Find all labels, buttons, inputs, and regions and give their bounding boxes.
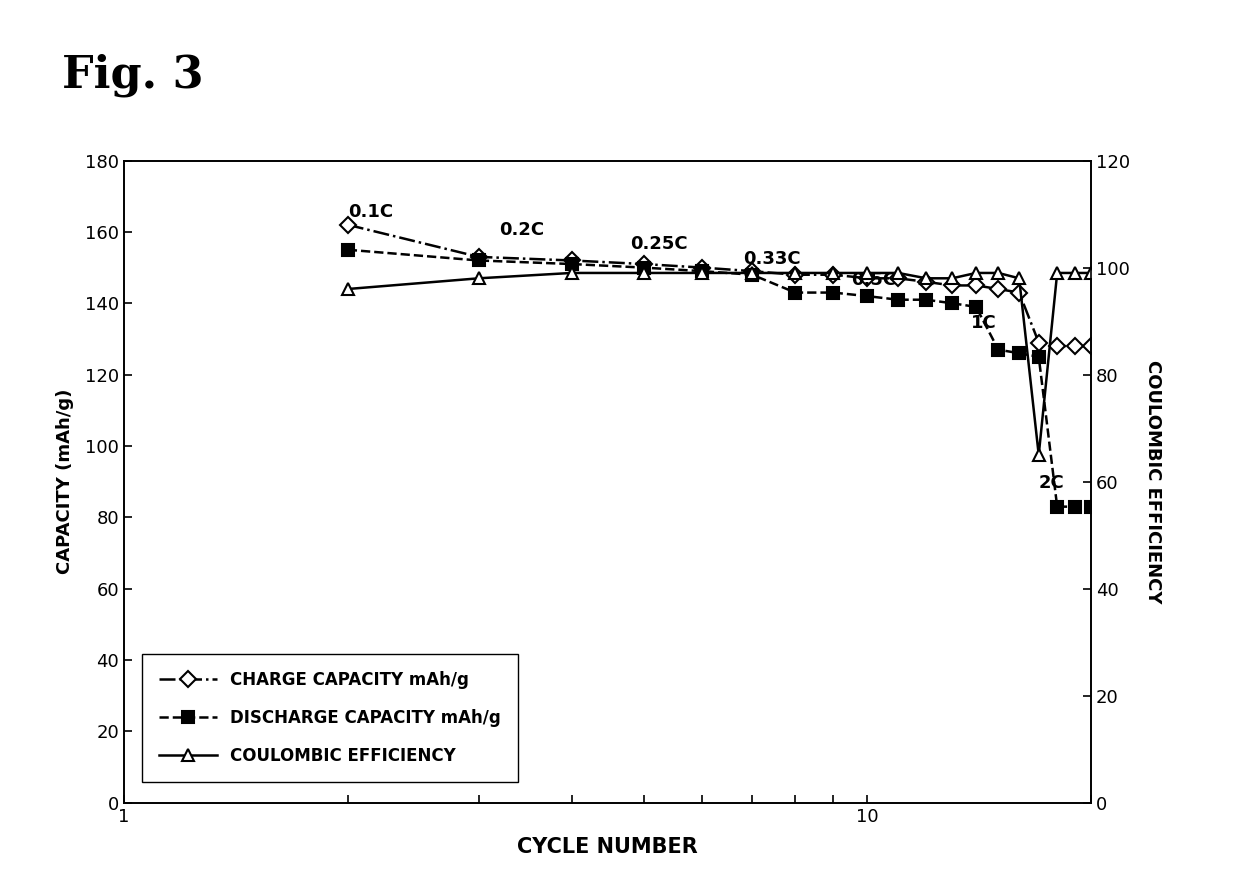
DISCHARGE CAPACITY mAh/g: [636, 262, 651, 273]
DISCHARGE CAPACITY mAh/g: [471, 255, 486, 266]
COULOMBIC EFFICIENCY: [991, 268, 1006, 278]
CHARGE CAPACITY mAh/g: [636, 259, 651, 269]
Line: COULOMBIC EFFICIENCY: COULOMBIC EFFICIENCY: [341, 267, 1097, 461]
DISCHARGE CAPACITY mAh/g: [968, 301, 983, 312]
Line: DISCHARGE CAPACITY mAh/g: DISCHARGE CAPACITY mAh/g: [342, 244, 1096, 512]
COULOMBIC EFFICIENCY: [564, 268, 579, 278]
Y-axis label: CAPACITY (mAh/g): CAPACITY (mAh/g): [56, 389, 74, 574]
Text: 1C: 1C: [971, 314, 997, 332]
CHARGE CAPACITY mAh/g: [696, 262, 711, 273]
CHARGE CAPACITY mAh/g: [890, 273, 905, 284]
COULOMBIC EFFICIENCY: [1050, 268, 1065, 278]
CHARGE CAPACITY mAh/g: [1084, 341, 1099, 351]
DISCHARGE CAPACITY mAh/g: [1032, 351, 1047, 362]
Line: CHARGE CAPACITY mAh/g: CHARGE CAPACITY mAh/g: [342, 219, 1096, 351]
DISCHARGE CAPACITY mAh/g: [1068, 501, 1083, 512]
CHARGE CAPACITY mAh/g: [1032, 337, 1047, 348]
DISCHARGE CAPACITY mAh/g: [340, 244, 355, 255]
Text: 0.25C: 0.25C: [630, 235, 688, 253]
DISCHARGE CAPACITY mAh/g: [696, 266, 711, 277]
COULOMBIC EFFICIENCY: [696, 268, 711, 278]
Text: 0.1C: 0.1C: [347, 203, 393, 221]
CHARGE CAPACITY mAh/g: [1068, 341, 1083, 351]
CHARGE CAPACITY mAh/g: [991, 284, 1006, 294]
DISCHARGE CAPACITY mAh/g: [919, 294, 934, 305]
CHARGE CAPACITY mAh/g: [1012, 287, 1027, 298]
Legend: CHARGE CAPACITY mAh/g, DISCHARGE CAPACITY mAh/g, COULOMBIC EFFICIENCY: CHARGE CAPACITY mAh/g, DISCHARGE CAPACIT…: [143, 655, 518, 781]
COULOMBIC EFFICIENCY: [945, 273, 960, 284]
DISCHARGE CAPACITY mAh/g: [787, 287, 802, 298]
Text: 0.33C: 0.33C: [743, 250, 801, 268]
COULOMBIC EFFICIENCY: [636, 268, 651, 278]
COULOMBIC EFFICIENCY: [890, 268, 905, 278]
COULOMBIC EFFICIENCY: [1032, 450, 1047, 460]
CHARGE CAPACITY mAh/g: [787, 269, 802, 280]
DISCHARGE CAPACITY mAh/g: [1050, 501, 1065, 512]
DISCHARGE CAPACITY mAh/g: [564, 259, 579, 269]
DISCHARGE CAPACITY mAh/g: [991, 344, 1006, 355]
CHARGE CAPACITY mAh/g: [861, 273, 875, 284]
COULOMBIC EFFICIENCY: [787, 268, 802, 278]
COULOMBIC EFFICIENCY: [919, 273, 934, 284]
CHARGE CAPACITY mAh/g: [471, 252, 486, 262]
COULOMBIC EFFICIENCY: [826, 268, 841, 278]
DISCHARGE CAPACITY mAh/g: [945, 298, 960, 309]
COULOMBIC EFFICIENCY: [1068, 268, 1083, 278]
CHARGE CAPACITY mAh/g: [564, 255, 579, 266]
DISCHARGE CAPACITY mAh/g: [745, 269, 760, 280]
COULOMBIC EFFICIENCY: [340, 284, 355, 294]
DISCHARGE CAPACITY mAh/g: [861, 291, 875, 301]
DISCHARGE CAPACITY mAh/g: [826, 287, 841, 298]
Text: 0.5C: 0.5C: [851, 271, 897, 289]
Text: Fig. 3: Fig. 3: [62, 54, 203, 97]
Text: 0.2C: 0.2C: [500, 221, 544, 239]
Text: 2C: 2C: [1039, 475, 1064, 492]
Y-axis label: COULOMBIC EFFICIENCY: COULOMBIC EFFICIENCY: [1145, 360, 1162, 603]
DISCHARGE CAPACITY mAh/g: [1084, 501, 1099, 512]
CHARGE CAPACITY mAh/g: [826, 269, 841, 280]
X-axis label: CYCLE NUMBER: CYCLE NUMBER: [517, 837, 698, 857]
COULOMBIC EFFICIENCY: [1012, 273, 1027, 284]
CHARGE CAPACITY mAh/g: [945, 280, 960, 291]
CHARGE CAPACITY mAh/g: [340, 219, 355, 230]
COULOMBIC EFFICIENCY: [968, 268, 983, 278]
COULOMBIC EFFICIENCY: [745, 268, 760, 278]
CHARGE CAPACITY mAh/g: [745, 266, 760, 277]
CHARGE CAPACITY mAh/g: [1050, 341, 1065, 351]
COULOMBIC EFFICIENCY: [471, 273, 486, 284]
CHARGE CAPACITY mAh/g: [968, 280, 983, 291]
COULOMBIC EFFICIENCY: [861, 268, 875, 278]
COULOMBIC EFFICIENCY: [1084, 268, 1099, 278]
DISCHARGE CAPACITY mAh/g: [890, 294, 905, 305]
DISCHARGE CAPACITY mAh/g: [1012, 348, 1027, 359]
CHARGE CAPACITY mAh/g: [919, 277, 934, 287]
